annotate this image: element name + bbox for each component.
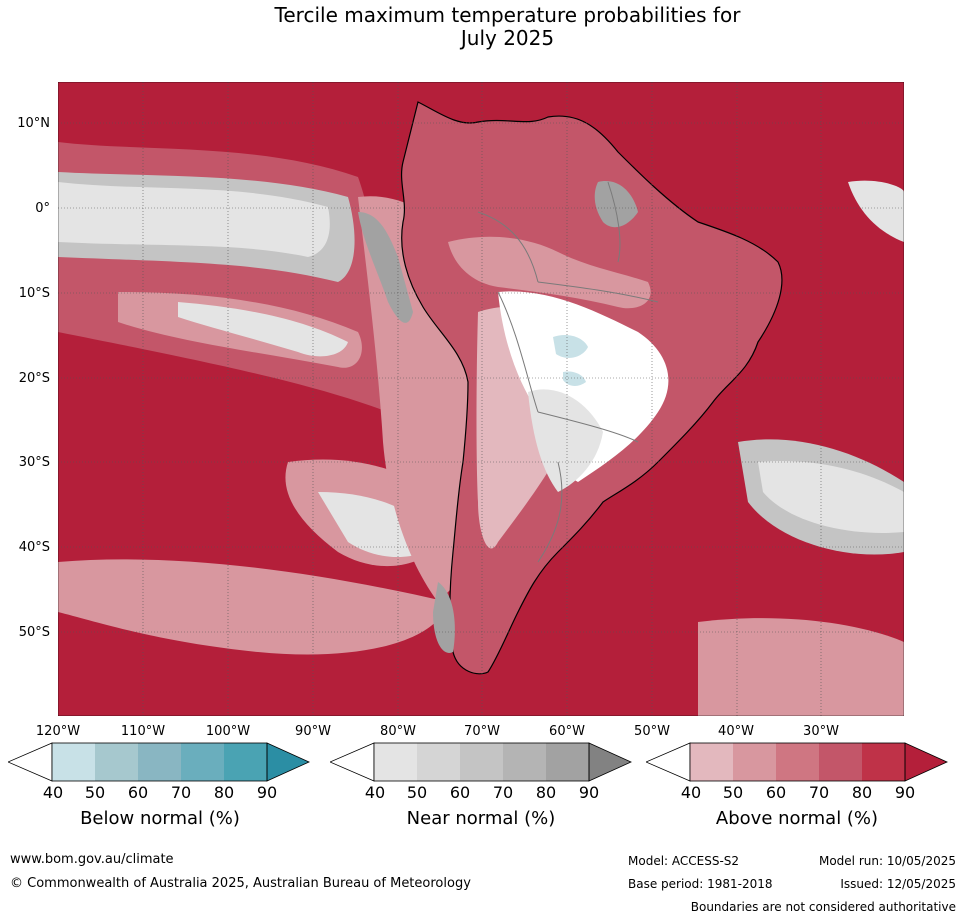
cb-near-tick-40: 40 xyxy=(364,783,386,802)
cb-near-tick-60: 60 xyxy=(449,783,471,802)
lat-label-0: 0° xyxy=(35,201,50,216)
cb-below-arrow-left xyxy=(8,742,53,782)
lat-label-30s: 30°S xyxy=(18,455,50,470)
footer-disclaimer: Boundaries are not considered authoritat… xyxy=(690,900,956,914)
cb-above-seg-4 xyxy=(819,743,862,781)
cb-near-arrow-left xyxy=(330,742,375,782)
cb-below-seg-2 xyxy=(95,743,138,781)
cb-above-tick-60: 60 xyxy=(765,783,787,802)
cb-below-tick-40: 40 xyxy=(42,783,64,802)
cb-above-seg-1 xyxy=(690,743,733,781)
lon-label-100w: 100°W xyxy=(205,724,251,739)
lon-label-40w: 40°W xyxy=(718,724,754,739)
cb-above-tick-40: 40 xyxy=(680,783,702,802)
cb-above-label: Above normal (%) xyxy=(715,808,879,829)
atlantic-pale-patch xyxy=(698,618,904,716)
colorbar-above-normal xyxy=(646,742,948,782)
interior-blue-patch xyxy=(553,335,588,358)
cb-below-tick-80: 80 xyxy=(213,783,235,802)
pacific-grey-light-band xyxy=(58,182,330,257)
cb-above-seg-2 xyxy=(733,743,776,781)
pacific-grey-band-2 xyxy=(178,302,348,357)
interior-white-region xyxy=(498,291,669,482)
footer-url[interactable]: www.bom.gov.au/climate xyxy=(10,852,174,867)
cb-near-tick-70: 70 xyxy=(492,783,514,802)
cb-above-tick-70: 70 xyxy=(808,783,830,802)
title-line-1: Tercile maximum temperature probabilitie… xyxy=(274,3,741,27)
atlantic-grey-ne xyxy=(848,180,904,242)
map-title: Tercile maximum temperature probabilitie… xyxy=(0,4,965,50)
cb-below-seg-4 xyxy=(181,743,224,781)
interior-blue-patch-2 xyxy=(563,371,586,386)
lat-label-40s: 40°S xyxy=(18,540,50,555)
cb-near-seg-4 xyxy=(503,743,546,781)
cb-below-tick-70: 70 xyxy=(170,783,192,802)
cb-near-seg-3 xyxy=(460,743,503,781)
cb-near-seg-1 xyxy=(374,743,417,781)
cb-above-seg-3 xyxy=(776,743,819,781)
footer-model: Model: ACCESS-S2 xyxy=(628,854,740,868)
lon-label-80w: 80°W xyxy=(380,724,416,739)
cb-above-arrow-right xyxy=(904,742,948,782)
cb-near-tick-80: 80 xyxy=(535,783,557,802)
lon-label-60w: 60°W xyxy=(549,724,585,739)
cb-above-arrow-left xyxy=(646,742,691,782)
grid-lines xyxy=(58,82,904,716)
coastal-grey-zone xyxy=(358,212,413,323)
lon-label-110w: 110°W xyxy=(120,724,166,739)
cb-near-tick-90: 90 xyxy=(578,783,600,802)
interior-grey-region xyxy=(528,389,603,492)
patagonia-grey-strip xyxy=(433,582,455,653)
lat-label-10s: 10°S xyxy=(18,286,50,301)
cb-below-tick-60: 60 xyxy=(127,783,149,802)
cb-below-label: Below normal (%) xyxy=(80,808,240,829)
lon-label-50w: 50°W xyxy=(634,724,670,739)
cb-above-tick-90: 90 xyxy=(894,783,916,802)
country-borders xyxy=(477,181,659,563)
atlantic-grey-light xyxy=(758,461,904,533)
guiana-grey-patch xyxy=(594,181,638,228)
cb-below-tick-90: 90 xyxy=(256,783,278,802)
title-line-2: July 2025 xyxy=(460,26,555,50)
lat-label-20s: 20°S xyxy=(18,371,50,386)
lon-label-120w: 120°W xyxy=(35,724,81,739)
footer-base-period: Base period: 1981-2018 xyxy=(628,877,773,891)
lat-label-10n: 10°N xyxy=(17,116,50,131)
cb-near-tick-50: 50 xyxy=(406,783,428,802)
cb-below-arrow-right xyxy=(266,742,310,782)
cb-near-arrow-right xyxy=(588,742,632,782)
colorbar-near-normal xyxy=(330,742,632,782)
cb-below-seg-5 xyxy=(224,743,267,781)
footer-copyright: © Commonwealth of Australia 2025, Austra… xyxy=(10,876,471,891)
lon-label-30w: 30°W xyxy=(803,724,839,739)
lon-label-70w: 70°W xyxy=(464,724,500,739)
footer-model-run: Model run: 10/05/2025 xyxy=(818,854,956,868)
cb-near-seg-5 xyxy=(546,743,589,781)
lat-label-50s: 50°S xyxy=(18,625,50,640)
colorbar-below-normal xyxy=(8,742,310,782)
cb-below-tick-50: 50 xyxy=(84,783,106,802)
lon-label-90w: 90°W xyxy=(295,724,331,739)
cb-below-seg-3 xyxy=(138,743,181,781)
probability-map xyxy=(58,82,904,716)
cb-near-label: Near normal (%) xyxy=(406,808,556,829)
cb-below-seg-1 xyxy=(52,743,95,781)
cb-above-tick-80: 80 xyxy=(851,783,873,802)
cb-above-tick-50: 50 xyxy=(722,783,744,802)
footer-issued: Issued: 12/05/2025 xyxy=(840,877,956,891)
cb-above-seg-5 xyxy=(862,743,905,781)
south-pacific-pale xyxy=(58,559,448,655)
cb-near-seg-2 xyxy=(417,743,460,781)
